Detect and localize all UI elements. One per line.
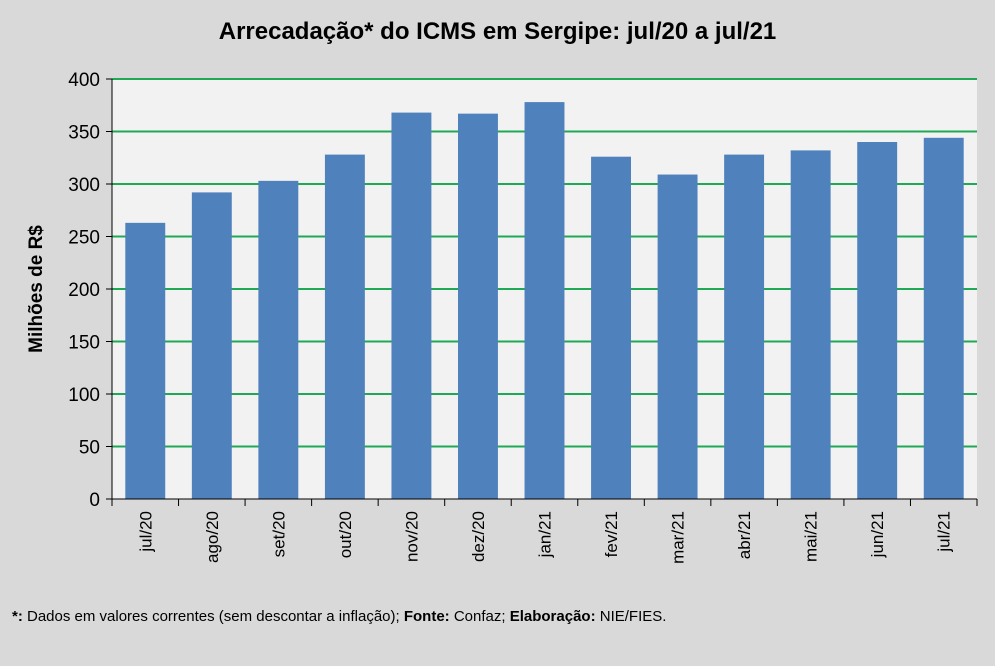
x-tick-label: ago/20 [203,511,222,563]
bar-jan-21 [524,102,565,499]
footnote-elab-text: NIE/FIES. [595,608,667,625]
y-axis-label: Milhões de R$ [26,225,47,353]
x-tick-label: mai/21 [802,511,821,562]
y-tick-label: 400 [68,70,100,91]
bar-dez-20 [458,113,498,500]
x-tick-label: abr/21 [735,511,754,559]
bar-abr-21 [724,154,765,499]
y-tick-label: 50 [79,438,100,459]
chart-title: Arrecadação* do ICMS em Sergipe: jul/20 … [218,18,777,45]
bar-fev-21 [591,156,631,499]
y-tick-label: 0 [89,490,100,511]
bar-ago-20 [191,192,232,499]
x-tick-label: fev/21 [602,511,621,557]
footnote: *: Dados em valores correntes (sem desco… [12,608,666,625]
x-tick-label: set/20 [269,511,288,557]
x-tick-label: jul/21 [935,511,954,553]
x-tick-label: out/20 [336,511,355,558]
x-tick-label: nov/20 [402,511,421,562]
bar-set-20 [258,180,299,499]
y-tick-label: 150 [68,333,100,354]
footnote-source-label: Fonte: [403,608,450,625]
x-tick-label: jan/21 [536,511,555,558]
x-tick-label: jun/21 [868,511,887,558]
bar-jul-21 [923,137,964,500]
bar-nov-20 [391,112,432,499]
bar-jun-21 [857,142,898,499]
x-tick-label: dez/20 [469,511,488,562]
bar-jul-20 [125,222,166,499]
x-tick-label: jul/20 [136,511,155,553]
y-tick-label: 300 [68,175,100,196]
y-tick-label: 250 [68,228,100,249]
y-tick-label: 200 [68,280,100,301]
bar-mai-21 [790,150,831,499]
x-tick-label: mar/21 [669,511,688,564]
y-tick-label: 100 [68,385,100,406]
footnote-source-text: Confaz; [449,608,510,625]
footnote-star-text: Dados em valores correntes (sem desconta… [22,608,404,625]
bar-out-20 [324,154,365,499]
y-tick-label: 350 [68,123,100,144]
footnote-star: *: [12,608,23,625]
bar-mar-21 [657,174,698,500]
footnote-elab-label: Elaboração: [509,608,596,625]
